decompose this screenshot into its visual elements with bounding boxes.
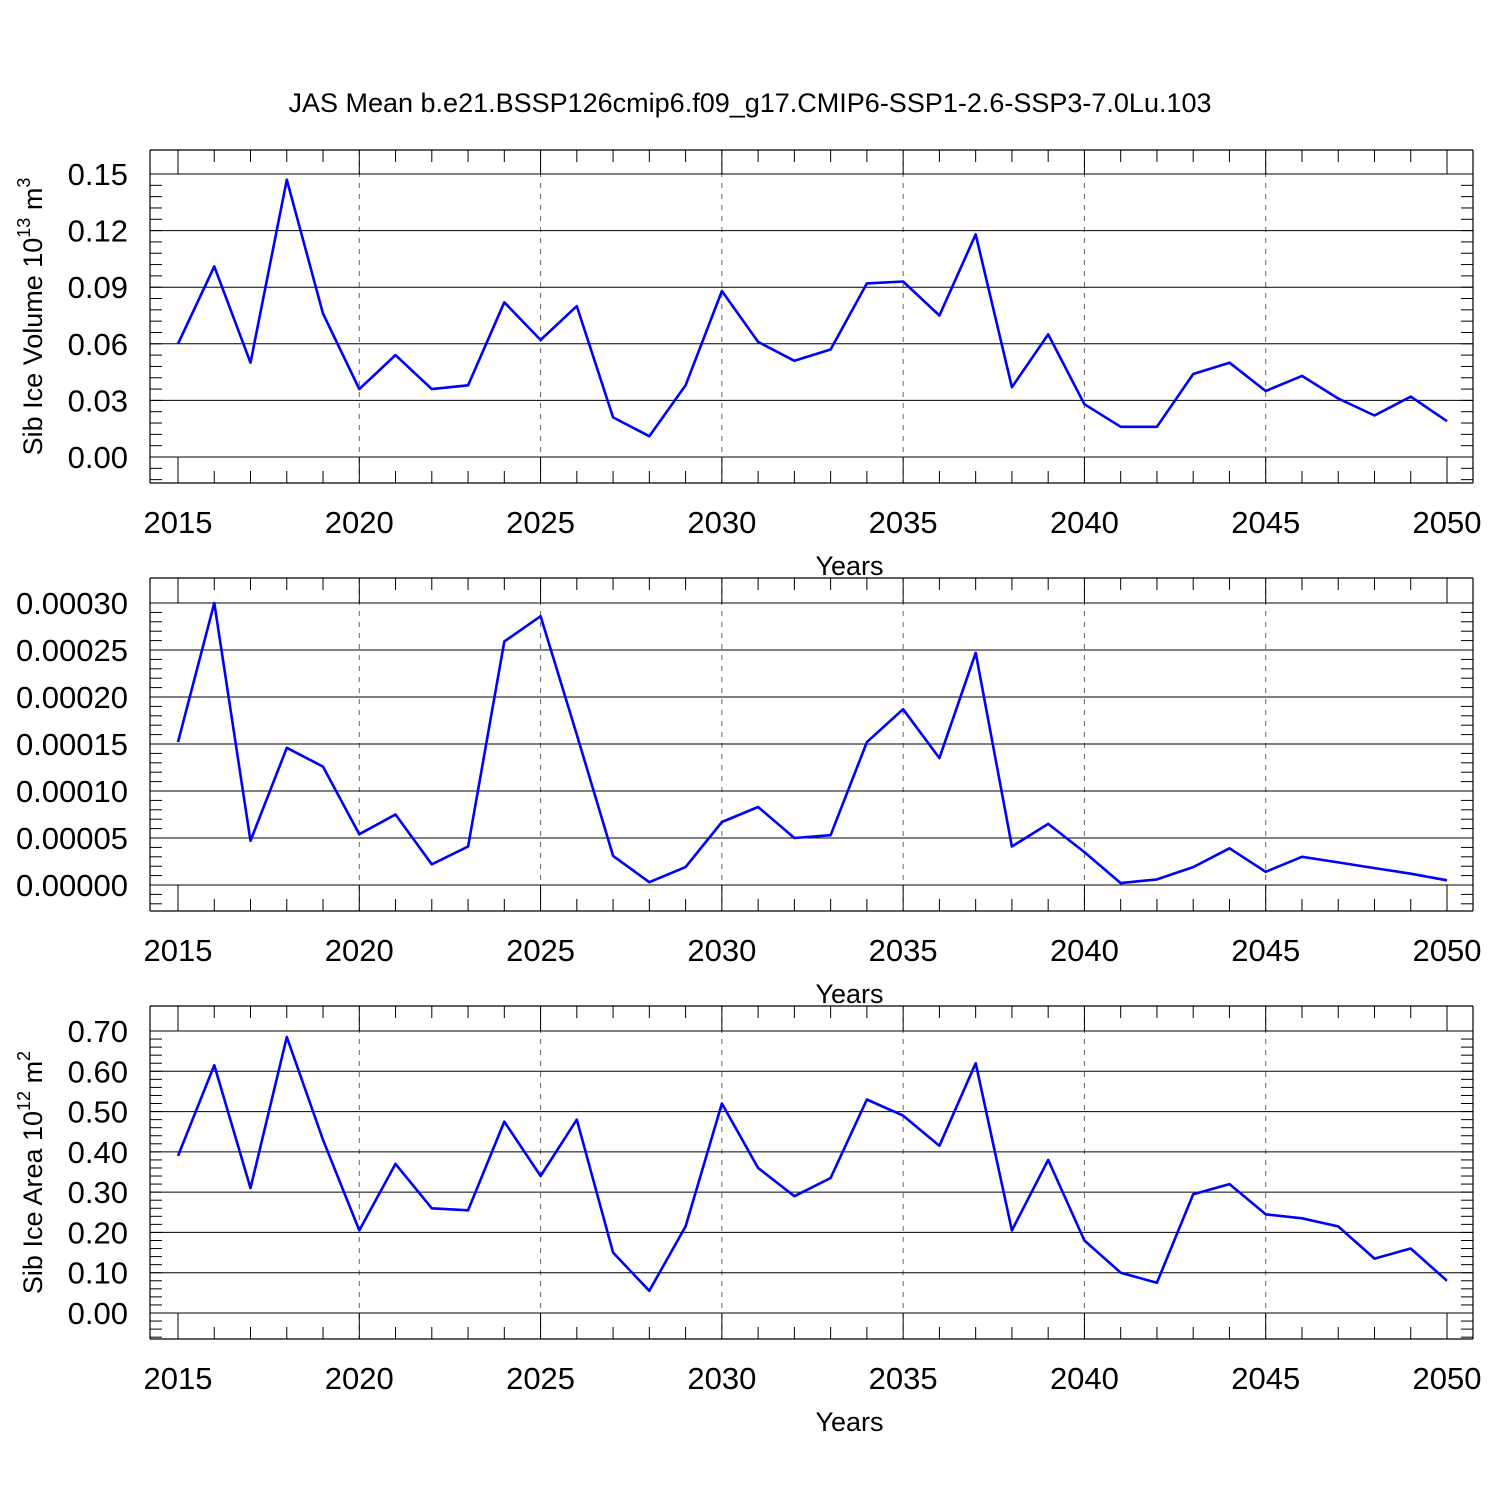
x-tick-label: 2045 — [1231, 1361, 1300, 1396]
chart-panel-3: 0.00 0.10 0.20 0.30 0.40 0.50 0.60 0.70 2015 2020… — [14, 1005, 1482, 1437]
y-tick-label: 0.00030 — [16, 586, 128, 621]
x-axis-title: Years — [815, 979, 883, 1009]
figure-title: JAS Mean b.e21.BSSP126cmip6.f09_g17.CMIP… — [288, 88, 1211, 118]
y-tick-label: 0.30 — [68, 1175, 128, 1210]
chart-panel-2: 0.00000 0.00005 0.00010 0.00015 0.00020 0.000… — [16, 577, 1482, 1009]
x-tick-label: 2015 — [144, 1361, 213, 1396]
x-tick-label: 2040 — [1050, 1361, 1119, 1396]
x-tick-label: 2025 — [506, 1361, 575, 1396]
x-tick-label: 2025 — [506, 933, 575, 968]
y-tick-label: 0.12 — [68, 214, 128, 249]
series-line — [176, 178, 1448, 438]
chart-panel-1: 0.00 0.03 0.06 0.09 0.12 0.15 2015 2020 2025 2030… — [14, 149, 1482, 581]
x-tick-label: 2020 — [325, 1361, 394, 1396]
y-tick-label: 0.20 — [68, 1215, 128, 1250]
x-tick-label: 2025 — [506, 505, 575, 540]
x-tick-label: 2030 — [687, 505, 756, 540]
y-tick-label: 0.00015 — [16, 727, 128, 762]
x-tick-label: 2015 — [144, 933, 213, 968]
x-tick-label: 2030 — [687, 1361, 756, 1396]
x-tick-label: 2045 — [1231, 933, 1300, 968]
y-tick-label: 0.70 — [68, 1014, 128, 1049]
x-tick-label: 2020 — [325, 505, 394, 540]
x-tick-label: 2050 — [1413, 1361, 1482, 1396]
chart-panels: 0.00 0.03 0.06 0.09 0.12 0.15 2015 2020 2025 2030… — [14, 149, 1482, 1437]
x-axis-title: Years — [815, 551, 883, 581]
x-tick-label: 2035 — [869, 505, 938, 540]
y-tick-label: 0.03 — [68, 383, 128, 418]
x-tick-label: 2035 — [869, 933, 938, 968]
y-tick-label: 0.10 — [68, 1256, 128, 1291]
y-tick-label: 0.40 — [68, 1135, 128, 1170]
x-tick-label: 2015 — [144, 505, 213, 540]
y-tick-label: 0.50 — [68, 1095, 128, 1130]
x-tick-label: 2045 — [1231, 505, 1300, 540]
y-tick-label: 0.60 — [68, 1054, 128, 1089]
y-tick-label: 0.00010 — [16, 774, 128, 809]
x-tick-label: 2050 — [1413, 505, 1482, 540]
y-tick-label: 0.00000 — [16, 868, 128, 903]
y-tick-label: 0.00005 — [16, 821, 128, 856]
y-tick-label: 0.09 — [68, 270, 128, 305]
x-tick-label: 2020 — [325, 933, 394, 968]
y-tick-label: 0.00 — [68, 440, 128, 475]
y-tick-label: 0.00 — [68, 1296, 128, 1331]
y-tick-label: 0.00025 — [16, 633, 128, 668]
y-axis-title: Sib Ice Volume 1013 m3 — [14, 178, 48, 456]
x-tick-label: 2040 — [1050, 505, 1119, 540]
y-tick-label: 0.00020 — [16, 680, 128, 715]
x-tick-label: 2035 — [869, 1361, 938, 1396]
x-tick-label: 2030 — [687, 933, 756, 968]
x-axis-title: Years — [815, 1407, 883, 1437]
series-line — [176, 1035, 1448, 1293]
x-tick-label: 2040 — [1050, 933, 1119, 968]
series-line — [176, 601, 1448, 885]
y-axis-title: Sib Ice Area 1012 m2 — [14, 1051, 48, 1294]
y-tick-label: 0.06 — [68, 327, 128, 362]
x-tick-label: 2050 — [1413, 933, 1482, 968]
y-tick-label: 0.15 — [68, 157, 128, 192]
